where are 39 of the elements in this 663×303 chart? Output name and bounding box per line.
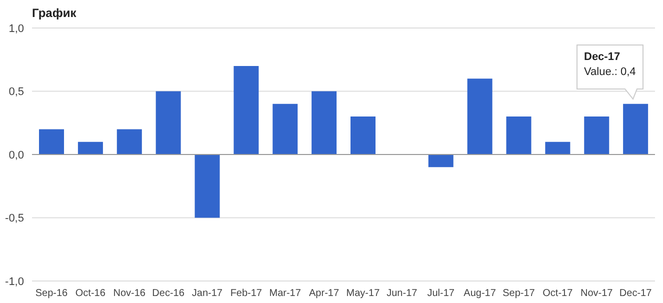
bar [312,91,337,154]
x-tick-label: Nov-17 [580,288,614,300]
bar [78,142,103,154]
x-tick-label: May-17 [346,288,380,300]
y-tick-label: -0,5 [5,212,24,225]
x-tick-label: Oct-17 [542,288,574,300]
x-tick-label: Dec-16 [152,288,185,300]
y-tick-label: -1,0 [5,276,24,288]
bar [350,116,376,154]
x-tick-label: Mar-17 [269,288,302,300]
x-tick-label: Feb-17 [230,288,262,300]
x-tick-label: Jan-17 [192,288,223,300]
annotation: Dec-17 [584,51,620,63]
x-tick-label: Aug-17 [464,288,496,300]
bar [272,104,298,154]
x-tick-label: Jul-17 [427,288,455,300]
annotation: Value.: 0,4 [584,66,636,78]
x-tick-label: Apr-17 [309,288,340,300]
bar [234,66,259,154]
bar [39,129,64,154]
x-tick-label: Sep-17 [502,288,536,300]
bar [623,104,648,154]
bar [467,78,492,154]
y-tick-label: 0,0 [8,149,24,162]
bar [194,154,220,218]
chart-title: График [32,6,76,20]
bar [545,142,570,154]
x-tick-label: Nov-16 [113,288,146,300]
y-tick-label: 1,0 [8,22,24,35]
x-tick-label: Sep-16 [35,288,68,300]
x-tick-label: Jun-17 [386,288,418,300]
bar [116,129,142,154]
bar [428,154,454,168]
x-tick-label: Dec-17 [619,288,652,300]
x-tick-label: Oct-16 [75,288,106,300]
y-tick-label: 0,5 [8,86,24,98]
bar [584,116,610,154]
bar [506,116,532,154]
bar [156,91,181,154]
